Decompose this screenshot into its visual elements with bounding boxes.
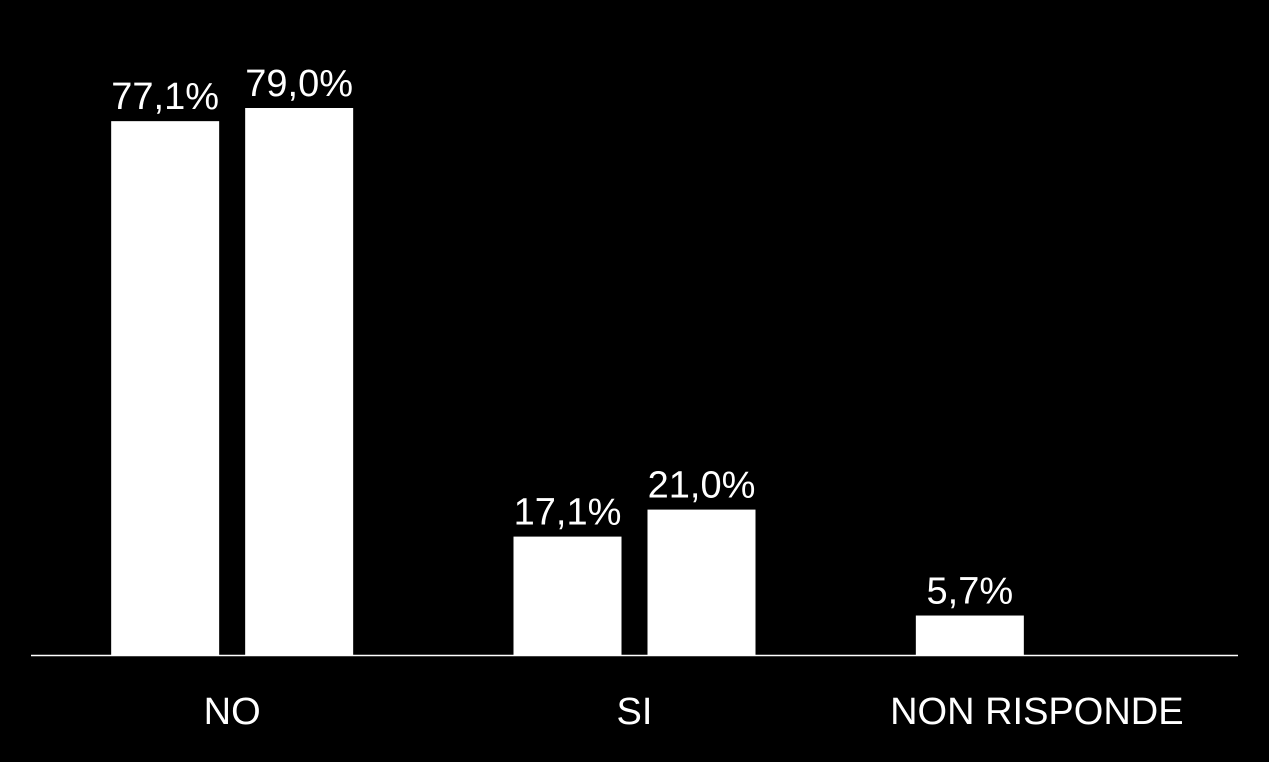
value-label: 21,0% [648, 465, 756, 507]
value-label: 5,7% [927, 571, 1014, 613]
bar [915, 615, 1024, 655]
bar [647, 509, 756, 655]
x-tick-label: SI [617, 691, 653, 733]
value-label: 79,0% [245, 63, 353, 105]
value-label: 17,1% [514, 492, 622, 534]
bar [111, 121, 220, 655]
value-label: 77,1% [111, 76, 219, 118]
x-tick-label: NO [204, 691, 261, 733]
x-tick-label: NON RISPONDE [890, 691, 1183, 733]
bar [513, 536, 622, 655]
bar [245, 108, 354, 655]
